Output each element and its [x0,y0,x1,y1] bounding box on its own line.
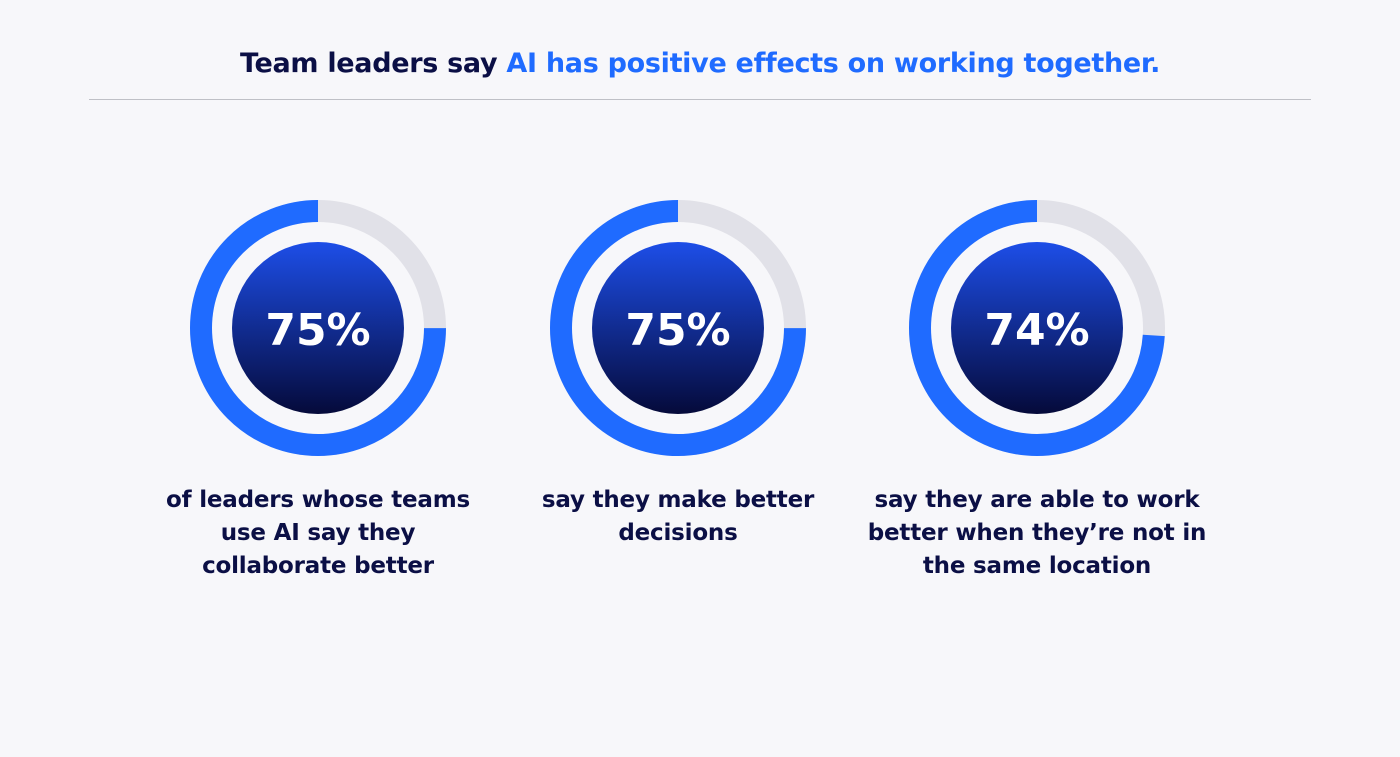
title-lead: Team leaders say [239,48,507,79]
stat-remote-work: 74% say they are able to work better whe… [867,200,1207,620]
donut-center [232,242,404,414]
stat-decisions: 75% say they make better decisions [508,200,848,620]
stat-collaborate: 75% of leaders whose teams use AI say th… [148,200,488,620]
donut-chart-decisions: 75% [550,200,806,456]
donut-center [951,242,1123,414]
donut-chart-remote-work: 74% [909,200,1165,456]
percentage-label: 74% [984,305,1089,356]
donut-progress-arc [909,200,1165,456]
donut-chart-collaborate: 75% [190,200,446,456]
stat-caption: say they are able to work better when th… [867,487,1207,579]
stat-caption: of leaders whose teams use AI say they c… [165,487,470,579]
page-title: Team leaders say AI has positive effects… [0,44,1400,84]
donut-progress-arc [190,200,446,456]
title-highlight: AI has positive effects on working toget… [506,48,1161,79]
stat-caption: say they make better decisions [541,487,815,546]
title-divider [89,99,1311,100]
percentage-label: 75% [265,305,370,356]
percentage-label: 75% [625,305,730,356]
donut-center [592,242,764,414]
donut-progress-arc [550,200,806,456]
